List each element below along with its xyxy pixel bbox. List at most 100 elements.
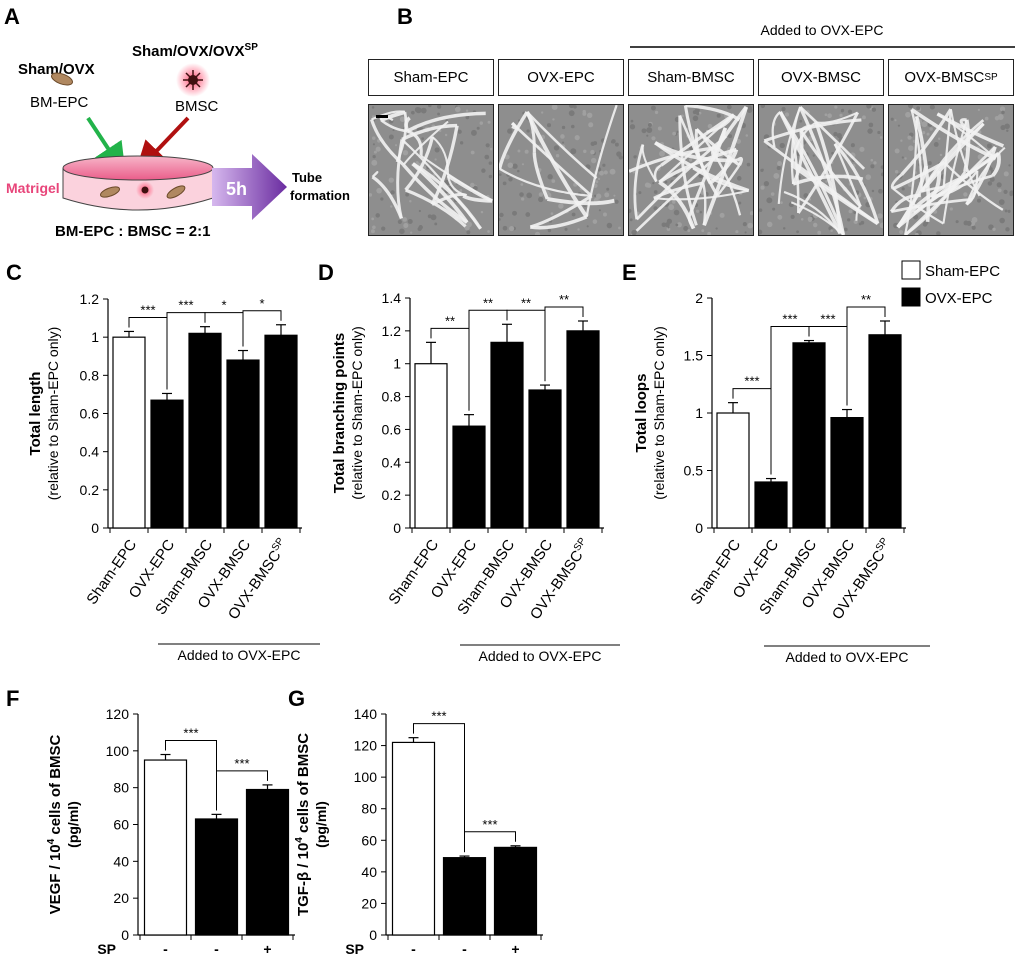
panel-e-letter: E <box>622 260 637 285</box>
y-axis-title: Total branching points <box>331 333 348 494</box>
y-axis-title: TGF-β / 104 cells of BMSC <box>294 733 312 916</box>
y-tick-label: 0.5 <box>684 463 704 479</box>
group-label: Added to OVX-EPC <box>786 649 909 665</box>
bar <box>442 857 487 936</box>
y-tick-label: 100 <box>106 743 130 759</box>
y-tick-label: 1.5 <box>684 348 704 364</box>
micrograph-label-ovx-epc: OVX-EPC <box>498 59 624 96</box>
y-tick-label: 0 <box>369 927 377 943</box>
legend-label-sham-epc: Sham-EPC <box>925 263 1000 280</box>
epc-label: BM-EPC <box>30 94 89 111</box>
epc-arrow <box>86 116 126 176</box>
panel-b-header: Added to OVX-EPC <box>761 22 884 38</box>
significance-label: ** <box>483 295 493 310</box>
category-superscript: SP <box>270 536 287 554</box>
bmsc-cell-icon <box>176 63 210 97</box>
y-axis-title: Total loops <box>633 374 650 453</box>
significance-bracket <box>846 306 886 406</box>
panel-f-letter: F <box>6 686 19 711</box>
bmsc-group-label: Sham/OVX/OVXSP <box>132 42 258 60</box>
y-tick-label: 120 <box>354 738 378 754</box>
bar <box>226 359 260 529</box>
micrograph-ovx-bmsc <box>758 104 884 236</box>
y-tick-label: 0.8 <box>382 389 402 405</box>
chart-d: D00.20.40.60.811.21.4**** ** **Sham-EPCOVX… <box>318 260 620 664</box>
bar <box>716 412 750 529</box>
y-tick-label: 1 <box>91 329 99 345</box>
x-category-label: - <box>163 941 168 957</box>
panel-c-letter: C <box>6 260 22 285</box>
y-tick-label: 100 <box>354 769 378 785</box>
y-tick-label: 0 <box>695 520 703 536</box>
y-tick-label: 80 <box>361 801 377 817</box>
y-tick-label: 60 <box>113 817 129 833</box>
chart-g: G 0 20 40 60 80 100 120 140 *** *** - - + SP TGF-β / 10… <box>288 686 543 957</box>
x-category-label: + <box>263 941 271 957</box>
panel-a-letter: A <box>4 4 20 29</box>
panel-d-letter: D <box>318 260 334 285</box>
y-axis-subtitle: (relative to Sham-EPC only) <box>651 326 667 500</box>
y-axis-subtitle: (pg/ml) <box>313 801 329 848</box>
y-tick-label: 2 <box>695 290 703 306</box>
chart-c: C00.20.40.60.811.2*** *** * *Sham-EPCOVX-EP… <box>6 260 320 663</box>
y-axis-title: Total length <box>27 372 44 456</box>
bar <box>112 336 146 529</box>
bar <box>792 342 826 529</box>
x-axis-title: SP <box>97 941 116 957</box>
micrograph-label-sham-bmsc: Sham-BMSC <box>628 59 754 96</box>
legend-label-ovx-epc: OVX-EPC <box>925 290 993 307</box>
y-tick-label: 0 <box>121 927 129 943</box>
y-axis-subtitle: (pg/ml) <box>65 801 81 848</box>
y-tick-label: 0.2 <box>382 487 402 503</box>
x-category-label: - <box>411 941 416 957</box>
scale-bar <box>376 115 388 118</box>
y-tick-label: 0.6 <box>80 406 100 422</box>
bar <box>264 334 298 529</box>
x-category-label: - <box>214 941 219 957</box>
y-tick-label: 1.2 <box>80 291 100 307</box>
significance-bracket <box>464 831 516 853</box>
legend-swatch-white <box>901 260 921 280</box>
legend: Sham-EPC OVX-EPC <box>901 260 1000 307</box>
y-tick-label: 0.6 <box>382 421 402 437</box>
incubation-arrow <box>212 154 287 220</box>
bar <box>754 481 788 529</box>
bar <box>566 330 600 529</box>
bar <box>452 425 486 529</box>
incubation-time: 5h <box>226 179 247 199</box>
ratio-label: BM-EPC : BMSC = 2:1 <box>55 223 210 240</box>
micrograph-ovx-epc <box>498 104 624 236</box>
bar <box>493 846 538 936</box>
y-tick-label: 0.4 <box>80 444 100 460</box>
x-category-label: - <box>462 941 467 957</box>
significance-label: ** <box>521 295 531 310</box>
category-superscript: SP <box>874 536 891 554</box>
matrigel-label: Matrigel <box>6 180 60 196</box>
micrograph-label-ovx-bmsc: OVX-BMSC <box>758 59 884 96</box>
significance-label: *** <box>782 312 797 327</box>
x-axis-title: SP <box>345 941 364 957</box>
y-axis-title: VEGF / 104 cells of BMSC <box>46 734 64 914</box>
significance-label: *** <box>431 709 446 724</box>
bar <box>414 363 448 529</box>
group-label: Added to OVX-EPC <box>479 648 602 664</box>
significance-label: *** <box>234 756 249 771</box>
panel-g-letter: G <box>288 686 305 711</box>
significance-label: ** <box>445 313 455 328</box>
bar <box>194 818 239 936</box>
y-tick-label: 0.4 <box>382 454 402 470</box>
bar <box>391 741 436 936</box>
significance-label: *** <box>482 817 497 832</box>
significance-bracket <box>216 770 268 811</box>
x-category-label: + <box>511 941 519 957</box>
significance-label: *** <box>178 298 193 313</box>
legend-swatch-black <box>901 287 921 307</box>
y-tick-label: 140 <box>354 706 378 722</box>
significance-label: ** <box>861 292 871 307</box>
bmsc-arrow <box>134 116 190 174</box>
significance-bracket <box>242 310 282 347</box>
y-axis-subtitle: (relative to Sham-EPC only) <box>45 327 61 501</box>
y-tick-label: 0 <box>393 520 401 536</box>
micrograph-label-ovx-bmsc-sp: OVX-BMSC SP <box>888 59 1014 96</box>
